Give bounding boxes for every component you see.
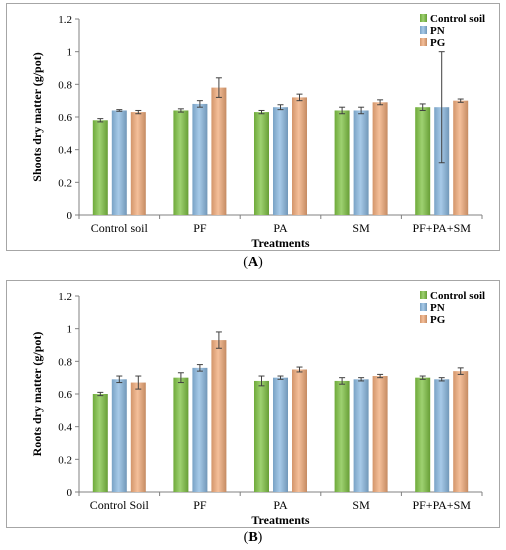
y-tick-label: 0.2 — [58, 177, 72, 189]
bar — [372, 102, 388, 215]
bar — [353, 379, 369, 492]
bar — [334, 110, 350, 215]
y-axis-title: Shoots dry matter (g/pot) — [30, 52, 44, 181]
y-tick-label: 1.2 — [58, 291, 72, 303]
bar — [372, 376, 388, 492]
bar — [415, 107, 431, 215]
x-tick-label: SM — [352, 498, 370, 512]
bar — [211, 87, 227, 215]
x-tick-label: PF — [193, 498, 207, 512]
panel-label-b: (B) — [0, 530, 506, 546]
bar — [453, 100, 469, 215]
legend-swatch — [420, 14, 427, 22]
x-tick-label: PF+PA+SM — [412, 498, 471, 512]
bar — [92, 120, 108, 215]
bar — [173, 377, 189, 492]
legend-swatch — [420, 38, 427, 46]
legend-swatch — [420, 315, 427, 323]
bar — [130, 112, 146, 215]
chart-a-svg: 0 0.2 0.4 0.6 0.8 1 1.2 Control soil PF PA SM PF+PA… — [30, 13, 485, 250]
legend-label: PG — [430, 37, 446, 49]
y-tick-label: 0.6 — [58, 112, 72, 124]
bar — [192, 367, 208, 492]
y-tick-label: 0.6 — [58, 389, 72, 401]
y-tick-label: 0.4 — [58, 145, 72, 157]
legend-swatch — [420, 291, 427, 299]
chart-b-svg: 0 0.2 0.4 0.6 0.8 1 1.2 Control Soil PF PA SM PF+PA… — [30, 290, 485, 527]
bar — [273, 377, 288, 492]
bar — [273, 107, 288, 215]
bar — [292, 369, 307, 492]
x-tick-label: SM — [352, 221, 370, 235]
x-tick-label: PA — [273, 498, 288, 512]
bar — [353, 110, 369, 215]
y-tick-label: 0.4 — [58, 422, 72, 434]
x-axis-title: Treatments — [251, 513, 310, 527]
y-tick-label: 0 — [67, 487, 73, 499]
y-tick-label: 0.8 — [58, 356, 72, 368]
legend-label: PN — [430, 25, 445, 37]
y-tick-label: 1 — [67, 324, 73, 336]
bar — [192, 103, 208, 215]
legend-label: Control soil — [430, 290, 485, 302]
y-axis-title: Roots dry matter (g/pot) — [30, 332, 44, 457]
legend-swatch — [420, 303, 427, 311]
y-tick-label: 0 — [67, 210, 73, 222]
x-axis-title: Treatments — [251, 236, 310, 250]
y-tick-label: 0.2 — [58, 454, 72, 466]
bar — [453, 371, 469, 492]
bar — [254, 380, 269, 492]
panel-label-b-text: B — [248, 530, 258, 545]
bar — [415, 377, 431, 492]
legend-swatch — [420, 26, 427, 34]
bar — [173, 110, 189, 215]
panel-label-a-close: ) — [258, 255, 263, 270]
x-tick-label: PF+PA+SM — [412, 221, 471, 235]
legend-label: PN — [430, 302, 445, 314]
x-tick-label: PA — [273, 221, 288, 235]
bar — [92, 394, 108, 492]
bar — [130, 382, 146, 492]
bar — [111, 110, 127, 215]
bar — [254, 112, 269, 215]
bar — [111, 379, 127, 492]
x-tick-label: Control soil — [91, 221, 149, 235]
y-tick-label: 0.8 — [58, 79, 72, 91]
panel-label-a-open: ( — [243, 255, 248, 270]
chart-panel-b: 0 0.2 0.4 0.6 0.8 1 1.2 Control Soil PF PA SM PF+PA… — [6, 280, 500, 528]
bar — [292, 97, 307, 215]
bar — [434, 379, 450, 492]
bar — [334, 380, 350, 492]
chart-panel-a: 0 0.2 0.4 0.6 0.8 1 1.2 Control soil PF PA SM PF+PA… — [6, 3, 500, 251]
y-tick-label: 1.2 — [58, 14, 72, 26]
x-tick-label: Control Soil — [90, 498, 150, 512]
panel-label-b-open: ( — [243, 530, 249, 545]
panel-label-a: (A) — [0, 255, 506, 271]
y-tick-label: 1 — [67, 47, 73, 59]
bar — [211, 340, 227, 492]
legend-label: Control soil — [430, 13, 485, 25]
panel-label-a-text: A — [247, 255, 259, 270]
panel-label-b-close: ) — [257, 530, 263, 545]
legend-label: PG — [430, 314, 446, 326]
x-tick-label: PF — [193, 221, 207, 235]
